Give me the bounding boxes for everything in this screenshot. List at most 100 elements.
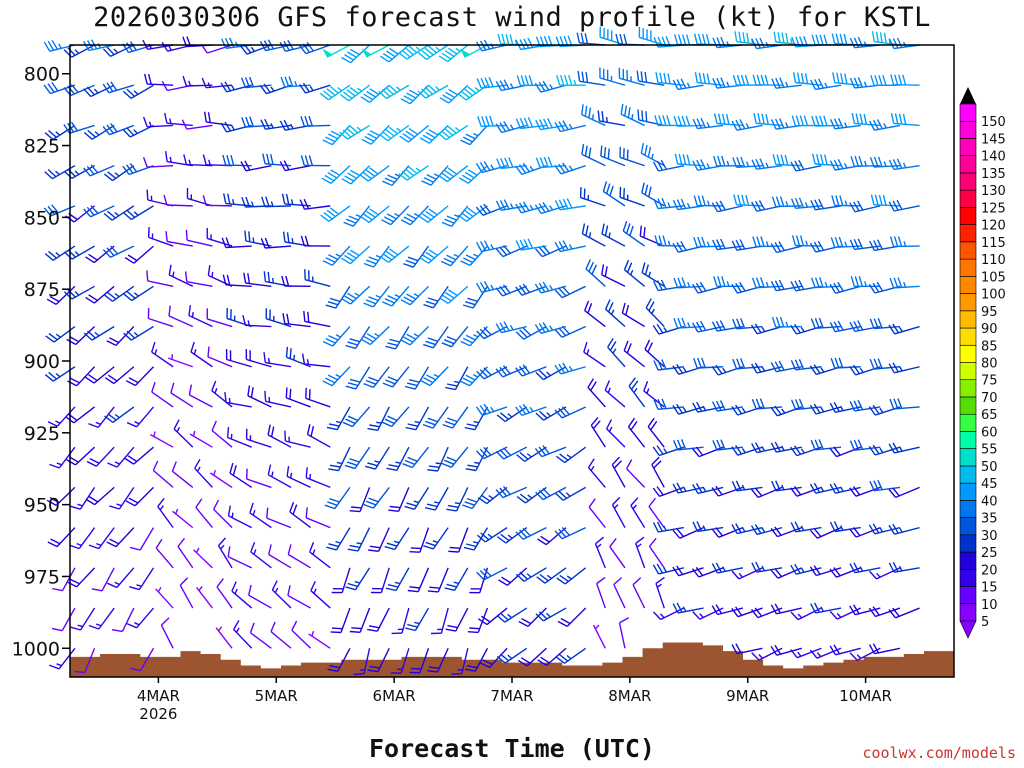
barb-full-flag <box>627 107 631 118</box>
barb-full-flag <box>90 205 99 214</box>
barb-full-flag <box>772 154 777 165</box>
barb-half-flag <box>660 613 665 619</box>
barb-staff <box>736 486 763 492</box>
barb-staff <box>113 366 135 385</box>
wind-barb <box>280 76 311 88</box>
barb-full-flag <box>559 453 569 461</box>
barb-full-flag <box>852 364 860 374</box>
barb-half-flag <box>824 281 828 288</box>
barb-full-flag <box>130 667 141 672</box>
barb-full-flag <box>428 666 440 669</box>
barb-full-flag <box>890 74 895 85</box>
barb-half-flag <box>726 81 730 87</box>
barb-staff <box>426 44 449 60</box>
wind-barb <box>731 643 763 655</box>
barb-full-flag <box>480 494 491 502</box>
barb-full-flag <box>283 160 290 171</box>
wind-barb <box>260 237 292 249</box>
barb-full-flag <box>270 621 276 632</box>
wind-barb <box>693 236 724 248</box>
barb-staff <box>717 325 743 332</box>
wind-barb <box>601 223 626 247</box>
barb-full-flag <box>125 380 136 387</box>
barb-staff <box>368 205 390 223</box>
barb-full-flag <box>211 380 217 391</box>
barb-staff <box>246 438 272 448</box>
barb-full-flag <box>597 110 601 121</box>
barb-full-flag <box>810 277 816 288</box>
barb-full-flag <box>585 225 589 236</box>
wind-barb <box>554 120 586 133</box>
barb-full-flag <box>562 120 569 131</box>
barb-half-flag <box>55 333 61 338</box>
barb-half-flag <box>820 486 825 492</box>
barb-full-flag <box>542 445 550 455</box>
wind-barb <box>692 521 724 533</box>
barb-full-flag <box>831 195 836 206</box>
barb-half-flag <box>375 294 381 299</box>
barb-staff <box>716 446 743 451</box>
wind-barb <box>579 187 606 207</box>
barb-full-flag <box>261 196 266 207</box>
barb-full-flag <box>790 649 798 659</box>
barb-full-flag <box>746 32 750 44</box>
barb-full-flag <box>558 163 566 174</box>
wind-barb <box>585 259 606 287</box>
barb-full-flag <box>307 311 310 323</box>
barb-full-flag <box>489 115 494 127</box>
barb-full-flag <box>126 88 135 97</box>
barb-full-flag <box>672 365 680 375</box>
barb-staff <box>70 84 95 97</box>
barb-full-flag <box>366 210 376 218</box>
barb-staff <box>756 567 783 573</box>
barb-full-flag <box>309 541 315 553</box>
barb-full-flag <box>697 195 702 206</box>
barb-full-flag <box>522 527 531 537</box>
wind-barb <box>304 269 331 287</box>
barb-full-flag <box>306 42 314 52</box>
wind-barb <box>770 279 802 292</box>
barb-full-flag <box>321 177 332 185</box>
barb-staff <box>265 318 292 328</box>
wind-barb <box>581 143 606 167</box>
barb-half-flag <box>682 486 687 492</box>
barb-full-flag <box>423 303 434 309</box>
barb-staff <box>657 205 684 210</box>
barb-full-flag <box>407 623 418 628</box>
barb-staff <box>564 446 587 464</box>
barb-full-flag <box>515 286 523 296</box>
barb-full-flag <box>735 643 742 654</box>
barb-staff <box>347 124 370 140</box>
barb-full-flag <box>658 235 663 246</box>
barb-full-flag <box>696 118 702 129</box>
barb-half-flag <box>335 420 342 424</box>
barb-half-flag <box>455 47 461 52</box>
barb-staff <box>717 567 743 574</box>
barb-full-flag <box>793 485 802 496</box>
wind-barb <box>692 401 724 413</box>
barb-half-flag <box>490 284 495 290</box>
barb-full-flag <box>47 421 58 427</box>
wind-barb <box>672 439 704 451</box>
barb-staff <box>736 647 763 655</box>
barb-staff <box>601 274 626 287</box>
colorbar-swatch <box>959 517 977 536</box>
barb-full-flag <box>384 545 395 551</box>
barb-full-flag <box>522 364 531 374</box>
barb-full-flag <box>389 338 400 343</box>
wind-barb <box>849 36 881 49</box>
wind-barbs-layer <box>43 26 920 676</box>
barb-staff <box>450 326 469 348</box>
barb-full-flag <box>750 525 758 535</box>
barb-staff <box>413 487 430 510</box>
x-tick-label: 5MAR <box>255 687 298 705</box>
barb-full-flag <box>712 37 718 48</box>
barb-full-flag <box>70 121 78 132</box>
wind-barb <box>122 162 154 176</box>
barb-half-flag <box>656 583 662 588</box>
barb-staff <box>233 629 253 649</box>
barb-half-flag <box>56 663 62 667</box>
barb-full-flag <box>106 124 114 134</box>
barb-full-flag <box>299 44 307 55</box>
barb-full-flag <box>607 302 614 313</box>
